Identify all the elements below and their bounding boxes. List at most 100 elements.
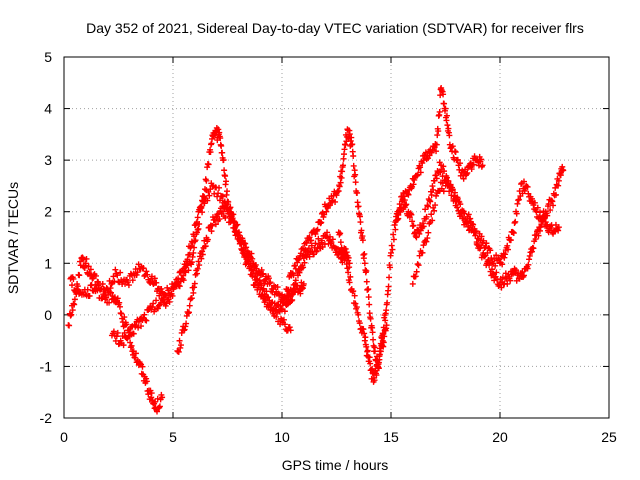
data-point-sample xyxy=(190,289,197,296)
data-point-sample xyxy=(342,252,349,259)
data-point-sample xyxy=(404,190,411,197)
data-point-sample xyxy=(185,267,192,274)
data-point-sample xyxy=(110,273,117,280)
data-point-sample xyxy=(440,188,447,195)
y-tick-label: 3 xyxy=(44,152,52,168)
data-point-sample xyxy=(363,267,370,274)
data-point-sample xyxy=(544,212,551,219)
data-point xyxy=(128,342,135,349)
data-point-sample xyxy=(308,237,315,244)
data-point-sample xyxy=(278,315,285,322)
data-point-sample xyxy=(408,211,415,218)
data-point-sample xyxy=(440,163,447,170)
data-point-sample xyxy=(419,249,426,256)
data-point-sample xyxy=(273,313,280,320)
data-point-sample xyxy=(460,175,467,182)
data-point-sample xyxy=(447,182,454,189)
data-point-sample xyxy=(203,177,210,184)
data-point-sample xyxy=(145,391,152,398)
data-point-sample xyxy=(493,269,500,276)
data-point-sample xyxy=(255,281,262,288)
data-point-sample xyxy=(423,238,430,245)
data-point-sample xyxy=(358,227,365,234)
data-point-sample xyxy=(454,194,461,201)
data-point-sample xyxy=(248,267,255,274)
data-point-sample xyxy=(170,286,177,293)
data-point-sample xyxy=(428,192,435,199)
data-point-sample xyxy=(350,153,357,160)
data-point-sample xyxy=(459,207,466,214)
data-point xyxy=(340,162,347,169)
data-point-sample xyxy=(191,233,198,240)
data-point-sample xyxy=(361,250,368,257)
data-point-sample xyxy=(412,273,419,280)
data-point-sample xyxy=(130,330,137,337)
data-point-sample xyxy=(219,149,226,156)
data-point xyxy=(555,224,562,231)
data-point-sample xyxy=(113,333,120,340)
data-point xyxy=(355,311,362,318)
data-point-sample xyxy=(175,275,182,282)
data-point-sample xyxy=(397,209,404,216)
data-point-sample xyxy=(257,286,264,293)
data-point-sample xyxy=(209,222,216,229)
data-point-sample xyxy=(118,310,125,317)
data-point-sample xyxy=(94,287,101,294)
data-point-sample xyxy=(199,251,206,258)
data-point-sample xyxy=(206,192,213,199)
data-point-sample xyxy=(467,215,474,222)
data-point-sample xyxy=(219,193,226,200)
data-point-sample xyxy=(501,254,508,261)
data-point-sample xyxy=(411,176,418,183)
data-point-sample xyxy=(224,188,231,195)
data-point-sample xyxy=(249,270,256,277)
data-point-sample xyxy=(223,178,230,185)
data-point-sample xyxy=(133,271,140,278)
data-point-sample xyxy=(492,273,499,280)
data-point xyxy=(357,219,364,226)
data-point-sample xyxy=(347,273,354,280)
data-point-sample xyxy=(337,179,344,186)
data-point-sample xyxy=(132,354,139,361)
data-point-sample xyxy=(548,197,555,204)
data-point-sample xyxy=(519,268,526,275)
data-point-sample xyxy=(464,217,471,224)
data-point-sample xyxy=(313,248,320,255)
data-point-sample xyxy=(403,201,410,208)
data-point-sample xyxy=(513,210,520,217)
data-point-sample xyxy=(507,237,514,244)
data-point xyxy=(409,280,416,287)
data-point-sample xyxy=(346,279,353,286)
chart-title: Day 352 of 2021, Sidereal Day-to-day VTE… xyxy=(86,20,584,36)
data-point-sample xyxy=(486,262,493,269)
data-point xyxy=(342,255,349,262)
data-point xyxy=(287,327,294,334)
data-point-sample xyxy=(274,284,281,291)
data-point-sample xyxy=(525,190,532,197)
data-point-sample xyxy=(356,320,363,327)
data-point-sample xyxy=(125,282,132,289)
data-point-sample xyxy=(314,226,321,233)
data-point xyxy=(388,249,394,256)
data-point-sample xyxy=(402,202,409,209)
data-point-sample xyxy=(366,354,373,361)
data-point-sample xyxy=(377,340,384,347)
x-tick-label: 20 xyxy=(492,429,508,445)
data-point-sample xyxy=(132,350,139,357)
data-point-sample xyxy=(388,242,395,249)
data-point-sample xyxy=(312,240,319,247)
data-point-sample xyxy=(536,227,543,234)
data-point-sample xyxy=(86,292,93,299)
data-point-sample xyxy=(188,259,195,266)
data-point-sample xyxy=(292,277,299,284)
data-point-sample xyxy=(129,277,136,284)
data-point-sample xyxy=(234,221,241,228)
data-point-sample xyxy=(175,282,182,289)
data-point-sample xyxy=(427,198,434,205)
data-point xyxy=(346,260,353,267)
data-point-sample xyxy=(333,192,340,199)
data-point-sample xyxy=(224,201,231,208)
data-point-sample xyxy=(443,112,450,119)
data-point-sample xyxy=(341,245,348,252)
data-point-sample xyxy=(524,265,531,272)
